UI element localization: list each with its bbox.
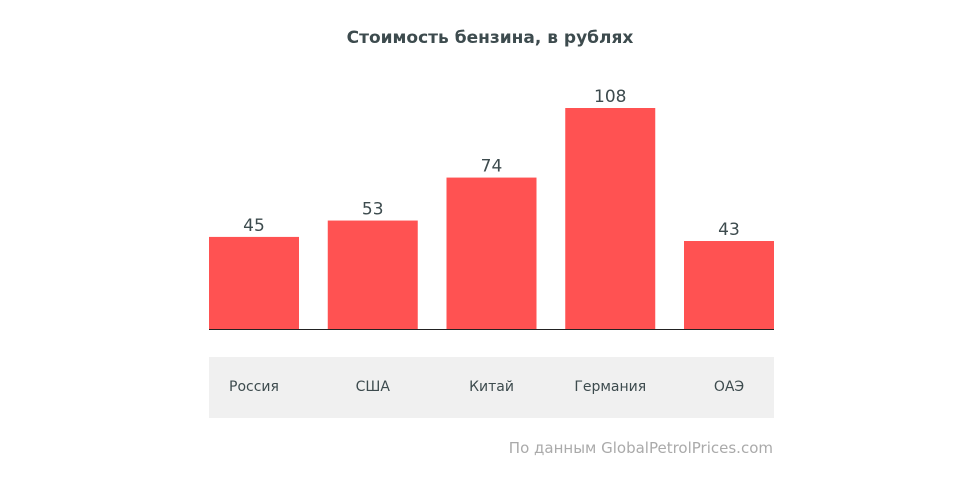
category-label-0: Россия (229, 379, 279, 395)
bar-value-label-4: 43 (718, 220, 740, 240)
category-label-4: ОАЭ (713, 379, 745, 395)
bar-value-label-3: 108 (594, 87, 626, 107)
category-band (209, 357, 774, 418)
bar-value-label-1: 53 (362, 200, 384, 220)
bar-3 (565, 108, 656, 329)
bar-value-label-0: 45 (243, 216, 265, 236)
bar-2 (446, 177, 537, 329)
bar-0 (209, 236, 299, 329)
category-label-3: Германия (574, 379, 647, 395)
bar-1 (327, 220, 418, 329)
bar-4 (684, 241, 774, 329)
chart-title: Стоимость бензина, в рублях (346, 28, 634, 48)
source-note: По данным GlobalPetrolPrices.com (508, 439, 773, 457)
bar-value-label-2: 74 (481, 157, 503, 177)
category-label-1: США (355, 379, 390, 395)
category-label-2: Китай (469, 379, 514, 395)
